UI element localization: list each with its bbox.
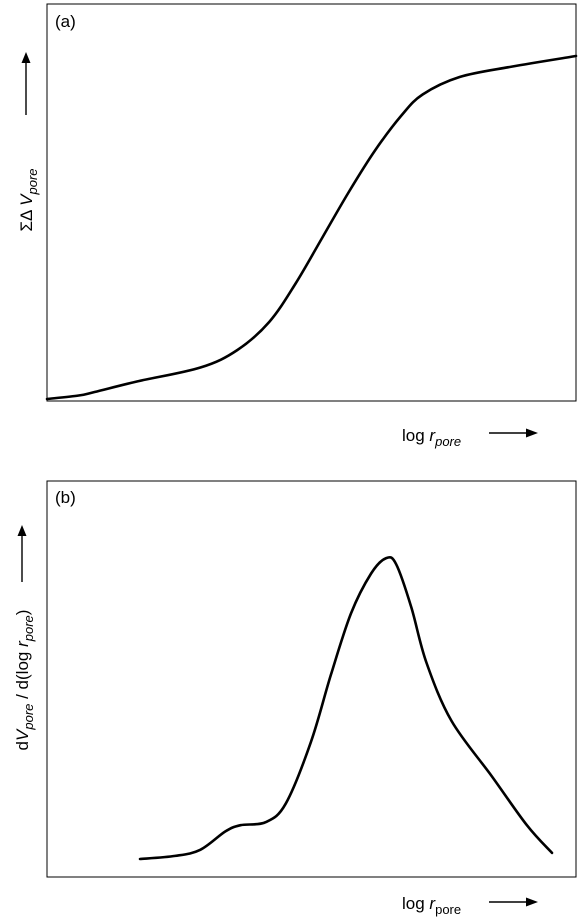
panel-a-xlabel-var: r <box>429 426 436 445</box>
panel-b-ylabel-sub2: pore <box>21 615 36 642</box>
panel-a-curve <box>45 54 578 401</box>
panel-b-xlabel-main: log <box>402 894 429 913</box>
panel-b-curve <box>138 555 554 861</box>
panel-a-ylabel: ΣΔ Vpore <box>17 168 40 231</box>
panel-b: (b) dVpore / d(log rpore) log rpore <box>13 480 577 917</box>
panel-b-frame <box>46 480 577 878</box>
panel-a-xlabel-main: log <box>402 426 429 445</box>
panel-b-xarrow-head <box>526 897 538 907</box>
panel-a: (a) ΣΔ Vpore log rpore <box>17 3 578 449</box>
panel-b-ylabel-pre: d <box>13 741 32 750</box>
panel-b-xlabel-sub: pore <box>435 902 461 917</box>
panel-a-xlabel: log rpore <box>402 426 461 449</box>
svg-text:ΣΔ Vpore: ΣΔ Vpore <box>17 168 40 231</box>
panel-b-ylabel-mid: / d(log <box>13 647 32 704</box>
panel-b-label: (b) <box>55 488 76 507</box>
panel-b-xlabel-var: r <box>429 894 436 913</box>
panel-b-ylabel-var: V <box>13 728 32 741</box>
panel-a-xarrow-head <box>526 428 538 438</box>
panel-a-ylabel-var: V <box>17 193 36 206</box>
panel-a-label: (a) <box>55 12 76 31</box>
panel-b-yarrow-head <box>17 525 27 536</box>
panel-b-xlabel: log rpore <box>402 894 461 917</box>
svg-text:dVpore / d(log rpore): dVpore / d(log rpore) <box>13 610 36 751</box>
panel-a-xlabel-sub: pore <box>434 434 461 449</box>
panel-b-ylabel-var2: r <box>13 640 32 647</box>
panel-a-ylabel-sub: pore <box>25 168 40 195</box>
panel-a-ylabel-prefix: ΣΔ <box>17 206 36 232</box>
panel-a-yarrow-head <box>21 52 31 63</box>
panel-b-ylabel-sub: pore <box>21 704 36 731</box>
panel-b-ylabel-post: ) <box>13 610 32 616</box>
panel-b-ylabel: dVpore / d(log rpore) <box>13 610 36 751</box>
panel-a-frame <box>46 3 577 402</box>
